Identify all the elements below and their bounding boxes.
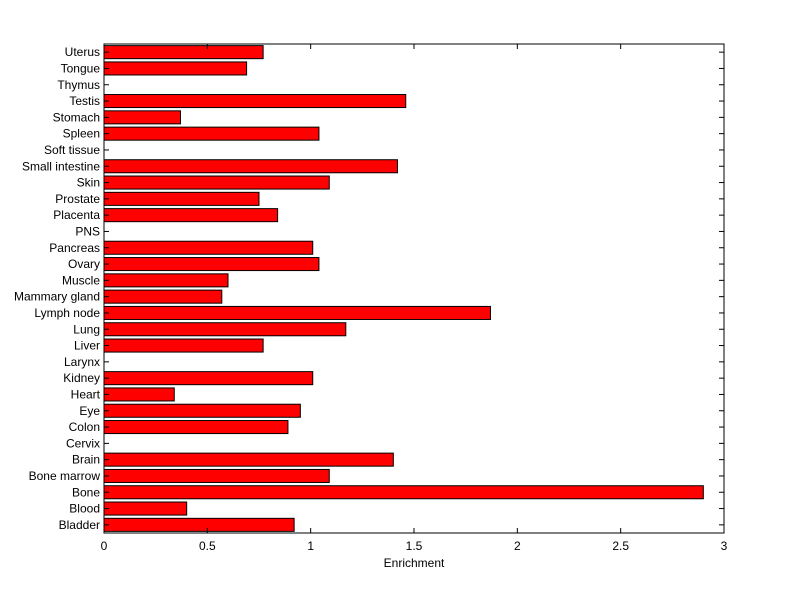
category-label: Thymus: [57, 78, 100, 92]
category-label: Colon: [69, 420, 100, 434]
category-label: PNS: [75, 224, 100, 238]
bar-muscle: [103, 273, 229, 288]
bar-ovary: [103, 257, 320, 272]
x-tick-label: 0: [101, 539, 108, 553]
category-label: Skin: [77, 176, 100, 190]
category-label: Heart: [71, 387, 101, 401]
bar-placenta: [103, 208, 279, 223]
bar-skin: [103, 175, 330, 190]
category-label: Eye: [79, 404, 100, 418]
category-label: Brain: [72, 453, 100, 467]
bar-bone: [103, 485, 704, 500]
bar-eye: [103, 403, 301, 418]
bar-stomach: [103, 110, 181, 125]
category-label: Spleen: [63, 127, 100, 141]
category-label: Uterus: [65, 45, 100, 59]
category-label: Lung: [73, 322, 100, 336]
x-tick-label: 2: [514, 539, 521, 553]
x-tick-label: 0.5: [199, 539, 216, 553]
bar-brain: [103, 452, 394, 467]
x-tick-label: 1.5: [406, 539, 423, 553]
category-label: Small intestine: [22, 159, 100, 173]
bar-bone-marrow: [103, 468, 330, 483]
bar-prostate: [103, 191, 260, 206]
category-label: Blood: [69, 502, 100, 516]
bar-uterus: [103, 45, 264, 60]
bar-mammary-gland: [103, 289, 223, 304]
bar-spleen: [103, 126, 320, 141]
bar-pancreas: [103, 240, 314, 255]
x-axis-label: Enrichment: [384, 556, 445, 570]
bar-kidney: [103, 371, 314, 386]
bar-heart: [103, 387, 175, 402]
category-label: Bone: [72, 485, 100, 499]
bar-small-intestine: [103, 159, 398, 174]
category-label: Placenta: [53, 208, 100, 222]
bar-liver: [103, 338, 264, 353]
bar-lymph-node: [103, 305, 491, 320]
category-label: Larynx: [64, 355, 100, 369]
category-label: Mammary gland: [14, 290, 100, 304]
ticks-group: 0 0.5 1 1.5 2 2.5 3: [101, 44, 728, 553]
category-label: Liver: [74, 339, 100, 353]
category-label: Kidney: [63, 371, 100, 385]
category-label: Prostate: [55, 192, 100, 206]
bar-tongue: [103, 61, 248, 76]
x-tick-label: 1: [307, 539, 314, 553]
plot-area-frame: [103, 43, 725, 534]
bars-group: [103, 45, 704, 532]
bar-lung: [103, 322, 347, 337]
category-labels-group: Bladder Blood Bone Bone marrow Brain Cervix Co…: [14, 45, 101, 532]
category-label: Muscle: [62, 273, 100, 287]
category-label: Lymph node: [34, 306, 100, 320]
category-label: Soft tissue: [44, 143, 100, 157]
x-tick-label: 3: [721, 539, 728, 553]
category-label: Tongue: [61, 61, 101, 75]
category-label: Bone marrow: [29, 469, 101, 483]
bar-blood: [103, 501, 188, 516]
category-label: Ovary: [68, 257, 100, 271]
bar-testis: [103, 94, 407, 109]
category-label: Testis: [69, 94, 100, 108]
bar-colon: [103, 420, 289, 435]
category-label: Stomach: [53, 110, 100, 124]
x-tick-label: 2.5: [612, 539, 629, 553]
category-label: Pancreas: [49, 241, 100, 255]
category-label: Cervix: [66, 436, 100, 450]
category-label: Bladder: [59, 518, 100, 532]
bar-bladder: [103, 517, 295, 532]
